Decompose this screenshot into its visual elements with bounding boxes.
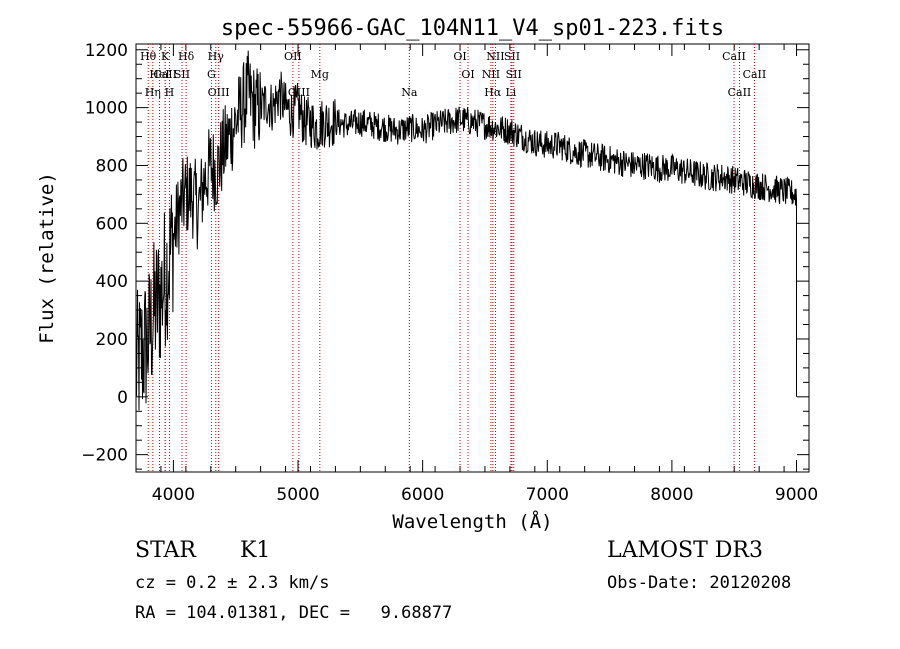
line-label: CaII (728, 86, 752, 99)
line-label: Na (401, 86, 418, 99)
line-label: OI (453, 50, 466, 63)
survey-label: LAMOST DR3 (607, 538, 763, 563)
line-label: OI (461, 68, 474, 81)
line-label: Hη (145, 86, 161, 99)
y-tick-label: 600 (96, 214, 128, 234)
chart-title: spec-55966-GAC_104N11_V4_sp01-223.fits (221, 16, 724, 41)
y-tick-label: 1200 (85, 41, 128, 61)
x-tick-label: 6000 (401, 485, 444, 505)
y-tick-label: 0 (117, 388, 128, 408)
line-label: K (161, 50, 170, 63)
line-label: Hδ (178, 50, 195, 63)
obs-date-label: Obs-Date: 20120208 (607, 573, 792, 593)
line-label: SII (504, 50, 520, 63)
line-label: Mg (311, 68, 329, 81)
coordinates-label: RA = 104.01381, DEC = 9.68877 (135, 603, 453, 623)
x-tick-label: 7000 (526, 485, 569, 505)
x-tick-label: 4000 (152, 485, 195, 505)
line-label: HeI (149, 68, 169, 81)
y-tick-label: 800 (96, 156, 128, 176)
y-tick-label: 400 (96, 272, 128, 292)
plot-frame (135, 43, 810, 473)
line-label: Hθ (140, 50, 157, 63)
y-axis-label: Flux (relative) (36, 172, 58, 344)
line-label: H (165, 86, 175, 99)
y-tick-label: 200 (96, 330, 128, 350)
x-axis-label: Wavelength (Å) (392, 510, 552, 533)
y-tick-label: −200 (81, 446, 128, 466)
x-tick-label: 9000 (775, 485, 818, 505)
line-label: Hα (484, 86, 502, 99)
spectrum-clip-group (136, 50, 797, 411)
line-label: G (207, 68, 216, 81)
redshift-label: cz = 0.2 ± 2.3 km/s (135, 573, 330, 593)
line-label: SII (174, 68, 190, 81)
line-label: OIII (208, 86, 230, 99)
line-label: OII (284, 50, 302, 63)
line-label: NII (486, 50, 504, 63)
y-tick-label: 1000 (85, 99, 128, 119)
line-label: CaII (743, 68, 767, 81)
line-label: Hγ (208, 50, 225, 63)
line-label: Li (505, 86, 516, 99)
line-label: CaII (722, 50, 746, 63)
x-tick-label: 8000 (650, 485, 693, 505)
object-class: STAR (135, 538, 196, 563)
x-tick-label: 5000 (276, 485, 319, 505)
line-label: NII (482, 68, 500, 81)
line-label: SII (506, 68, 522, 81)
spectrum-line (136, 50, 797, 411)
object-subclass: K1 (240, 538, 271, 563)
